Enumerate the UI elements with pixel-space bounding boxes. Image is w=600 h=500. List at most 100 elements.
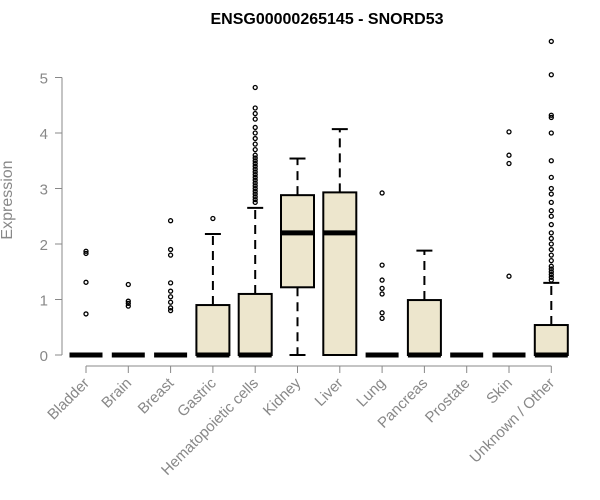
box-kidney	[280, 157, 315, 356]
outlier-point	[210, 215, 216, 222]
outlier-point	[125, 300, 131, 307]
outlier-point	[252, 146, 258, 153]
x-tick-label: Breast	[135, 374, 178, 417]
outlier-point	[167, 280, 174, 286]
outlier-point	[506, 160, 512, 167]
outlier-point	[252, 169, 258, 175]
outlier-point	[167, 305, 174, 311]
outlier-point	[548, 213, 554, 219]
outlier-point	[167, 252, 174, 258]
outlier-point	[379, 262, 385, 268]
outlier-point	[167, 288, 174, 294]
outlier-point	[379, 310, 385, 316]
boxes-group	[69, 38, 569, 358]
outlier-point	[252, 191, 258, 197]
outlier-point	[252, 155, 258, 161]
outlier-point	[548, 130, 554, 136]
outlier-point	[506, 273, 512, 279]
outlier-point	[252, 180, 258, 186]
box-hematopoietic-cells	[237, 84, 273, 358]
box-rect	[406, 299, 442, 356]
outlier-point	[548, 235, 554, 242]
outlier-point	[125, 298, 131, 304]
outlier-point	[548, 257, 554, 264]
outlier-point	[548, 252, 554, 258]
outlier-point	[548, 271, 554, 278]
y-tick-label: 3	[40, 182, 48, 199]
outlier-point	[548, 38, 554, 45]
outlier-point	[252, 124, 258, 131]
outlier-point	[548, 246, 554, 253]
box-rect	[322, 191, 358, 356]
box-lung	[365, 190, 399, 358]
box-pancreas	[406, 249, 442, 358]
outlier-point	[252, 116, 258, 122]
box-gastric	[195, 215, 231, 358]
outlier-point	[252, 152, 258, 158]
outlier-point	[548, 174, 554, 181]
box-rect	[237, 292, 273, 357]
outlier-point	[167, 246, 174, 253]
x-tick-label: Brain	[98, 375, 135, 412]
outlier-point	[548, 221, 554, 228]
outlier-point	[379, 277, 385, 283]
outlier-point	[252, 177, 258, 183]
outlier-point	[548, 112, 554, 118]
outlier-point	[548, 114, 554, 121]
outlier-point	[125, 281, 131, 288]
box-rect	[533, 324, 569, 356]
x-tick-label: Lung	[353, 375, 389, 411]
outlier-point	[548, 158, 554, 164]
y-axis: 0 1 2 3 4 5	[40, 71, 63, 365]
y-tick-label: 4	[40, 126, 48, 143]
box-skin	[492, 129, 526, 358]
x-tick-label: Kidney	[260, 374, 305, 419]
outlier-point	[379, 285, 385, 292]
outlier-point	[252, 163, 258, 169]
y-tick-label: 0	[40, 348, 48, 365]
outlier-point	[252, 135, 258, 142]
outlier-point	[548, 230, 554, 236]
outlier-point	[548, 185, 554, 192]
outlier-point	[548, 266, 554, 272]
outlier-point	[548, 269, 554, 275]
outlier-point	[125, 303, 131, 309]
outlier-point	[83, 248, 89, 254]
outlier-point	[548, 208, 554, 214]
outlier-point	[379, 291, 385, 297]
outlier-point	[379, 190, 385, 196]
outlier-point	[252, 141, 258, 147]
outlier-point	[252, 174, 258, 181]
outlier-point	[252, 130, 258, 136]
y-tick-label: 5	[40, 71, 48, 88]
outlier-point	[252, 158, 258, 164]
outlier-point	[548, 274, 554, 280]
outlier-point	[548, 72, 554, 78]
outlier-point	[548, 191, 554, 197]
outlier-point	[252, 183, 258, 189]
box-bladder	[69, 248, 103, 358]
outlier-point	[252, 185, 258, 192]
outlier-point	[167, 307, 174, 314]
outlier-point	[548, 199, 554, 206]
x-tick-label: Bladder	[44, 375, 93, 424]
outlier-point	[252, 194, 258, 200]
outlier-point	[167, 299, 174, 305]
box-unknown-other	[533, 38, 569, 358]
outlier-point	[83, 311, 89, 317]
box-rect	[195, 304, 231, 356]
outlier-point	[252, 188, 258, 194]
x-tick-label: Skin	[483, 375, 516, 408]
box-liver	[322, 128, 358, 356]
box-brain	[111, 281, 145, 358]
outlier-point	[252, 105, 258, 111]
outlier-point	[167, 294, 174, 300]
outlier-point	[379, 315, 385, 322]
outlier-point	[252, 84, 258, 91]
box-rect	[280, 194, 315, 289]
outlier-point	[252, 196, 258, 203]
box-breast	[154, 218, 188, 358]
